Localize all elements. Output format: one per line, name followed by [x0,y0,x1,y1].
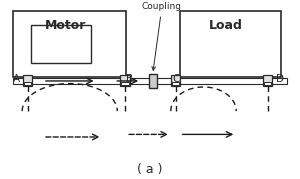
FancyBboxPatch shape [148,74,157,88]
FancyBboxPatch shape [13,11,126,77]
FancyBboxPatch shape [180,11,281,77]
Text: Coupling: Coupling [142,3,182,70]
FancyBboxPatch shape [31,25,91,63]
FancyBboxPatch shape [122,82,129,85]
Text: Load: Load [209,19,243,32]
FancyBboxPatch shape [263,75,272,86]
FancyBboxPatch shape [120,75,130,86]
FancyBboxPatch shape [171,75,180,86]
Text: Motor: Motor [45,19,86,32]
FancyBboxPatch shape [172,82,179,85]
Text: B: B [126,74,134,84]
FancyBboxPatch shape [13,78,287,84]
FancyBboxPatch shape [24,82,31,85]
Text: C: C [172,74,180,84]
FancyBboxPatch shape [264,82,271,85]
Text: ( a ): ( a ) [137,163,163,176]
FancyBboxPatch shape [23,75,32,86]
Text: A: A [13,74,20,84]
Text: D: D [276,74,283,84]
